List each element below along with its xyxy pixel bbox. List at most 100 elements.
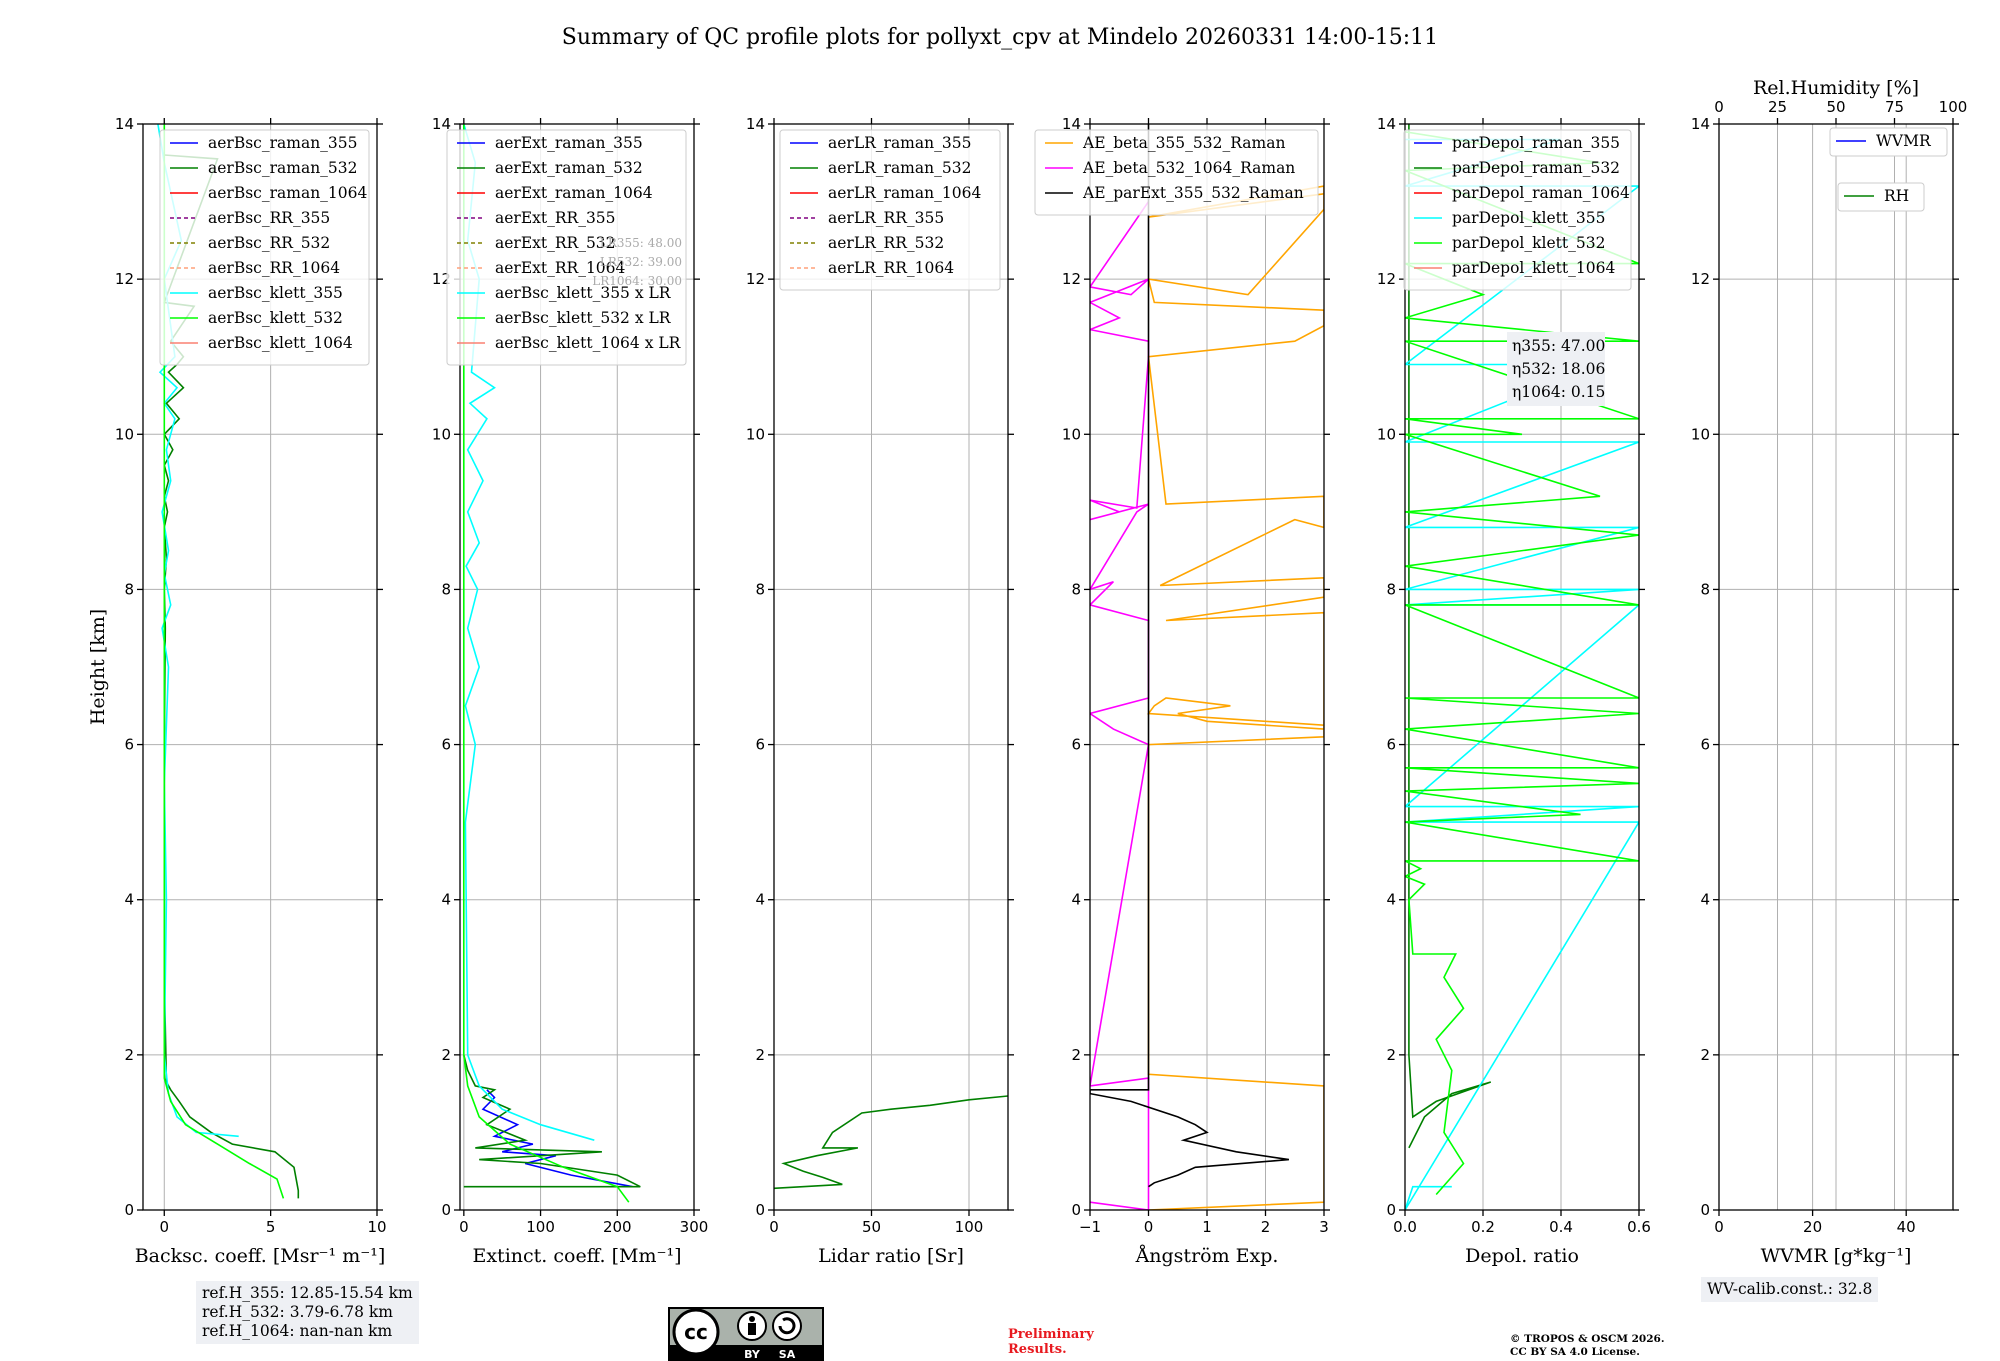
ytick-label: 8 <box>1071 580 1081 598</box>
ytick-label: 2 <box>441 1046 451 1064</box>
ytick-label: 6 <box>1386 736 1396 754</box>
wv-calib-box: WV-calib.const.: 32.8 <box>1701 1277 1879 1302</box>
ytick-label: 6 <box>1700 736 1710 754</box>
xtick-label: 40 <box>1897 1218 1916 1236</box>
ytick-label: 14 <box>746 115 765 133</box>
series-aerBsc_klett_532 <box>163 124 285 1199</box>
ytick-label: 10 <box>432 425 451 443</box>
legend-label: aerBsc_klett_1064 <box>208 334 353 352</box>
legend-label: parDepol_klett_1064 <box>1452 259 1615 277</box>
legend-label: WVMR <box>1876 132 1932 150</box>
legend-label: aerLR_raman_532 <box>828 159 971 177</box>
xtick-label: 0 <box>769 1218 779 1236</box>
ytick-label: 2 <box>124 1046 134 1064</box>
legend-label: RH <box>1884 187 1909 205</box>
ytick-label: 14 <box>1691 115 1710 133</box>
x-axis-label: WVMR [g*kg⁻¹] <box>1761 1245 1912 1267</box>
xtick-label: 20 <box>1803 1218 1822 1236</box>
ytick-label: 4 <box>755 891 765 909</box>
y-axis-label: Height [km] <box>87 609 109 725</box>
ytick-label: 8 <box>1700 580 1710 598</box>
legend-frame <box>1034 129 1319 216</box>
legend-label: aerLR_RR_532 <box>828 234 944 252</box>
legend-label: aerExt_RR_1064 <box>495 259 626 277</box>
x2tick-label: 50 <box>1826 98 1845 116</box>
ytick-label: 10 <box>1691 425 1710 443</box>
legend-label: parDepol_raman_1064 <box>1452 184 1630 202</box>
xtick-label: 0.2 <box>1471 1218 1495 1236</box>
ytick-label: 0 <box>441 1201 451 1219</box>
legend-label: aerBsc_raman_355 <box>208 134 358 152</box>
eta-value: η355: 47.00 <box>1512 337 1605 355</box>
xtick-label: 200 <box>603 1218 632 1236</box>
series-parDepol_raman_532 <box>1408 124 1492 1149</box>
xtick-label: 50 <box>862 1218 881 1236</box>
eta-value: η1064: 0.15 <box>1512 383 1605 401</box>
xtick-label: 0.6 <box>1627 1218 1651 1236</box>
x-axis-label: Depol. ratio <box>1465 1245 1579 1267</box>
axes-frame <box>1404 123 1640 1211</box>
legend-label: aerBsc_klett_355 x LR <box>495 284 672 302</box>
x2tick-label: 100 <box>1939 98 1968 116</box>
series-AE_beta_355_532_Raman <box>1146 185 1324 1210</box>
axes-frame <box>773 123 1009 1211</box>
series-parDepol_klett_355 <box>1405 138 1639 1210</box>
ytick-label: 4 <box>1700 891 1710 909</box>
panel-5: 0 2 4 6 8 10 12 14 0.0 0.2 0.4 0.6 Depol. ratio parDe… <box>1377 115 1651 1267</box>
x2tick-label: 25 <box>1768 98 1787 116</box>
ref-height-1064: ref.H_1064: nan-nan km <box>202 1322 393 1340</box>
legend: aerExt_raman_355 aerExt_raman_532 aerExt_r… <box>446 129 687 366</box>
xtick-label: 0.4 <box>1549 1218 1573 1236</box>
legend-label: aerBsc_klett_532 <box>208 309 343 327</box>
legend-label: aerBsc_klett_355 <box>208 284 343 302</box>
series-parDepol_klett_532 <box>1405 131 1639 1196</box>
legend-frame <box>159 129 370 366</box>
legend-label: aerBsc_klett_532 x LR <box>495 309 672 327</box>
legend-label: aerLR_raman_1064 <box>828 184 981 202</box>
ytick-label: 0 <box>1386 1201 1396 1219</box>
by-person-head <box>749 1316 755 1322</box>
legend-RH: RH <box>1837 182 1925 212</box>
cc-circle-icon <box>672 1308 720 1356</box>
ytick-label: 2 <box>1386 1046 1396 1064</box>
axes-frame <box>142 123 378 1211</box>
ytick-label: 14 <box>1062 115 1081 133</box>
x2tick-label: 75 <box>1885 98 1904 116</box>
x-axis-label: Extinct. coeff. [Mm⁻¹] <box>472 1245 681 1267</box>
ref-height-532: ref.H_532: 3.79-6.78 km <box>202 1303 393 1321</box>
series-aerLR_raman_532 <box>774 1095 1008 1190</box>
xtick-label: 0 <box>459 1218 469 1236</box>
ytick-label: 0 <box>124 1201 134 1219</box>
xtick-label: 100 <box>955 1218 984 1236</box>
x-axis-label: Backsc. coeff. [Msr⁻¹ m⁻¹] <box>135 1245 386 1267</box>
xtick-label: 1 <box>1202 1218 1212 1236</box>
eta-value: η532: 18.06 <box>1512 360 1605 378</box>
series-aerExt_raman_355 <box>481 1089 633 1188</box>
by-label: BY <box>744 1348 761 1361</box>
cc-by-sa-badge: cc BY SA <box>668 1307 824 1361</box>
xtick-label: 100 <box>526 1218 555 1236</box>
ytick-label: 4 <box>1071 891 1081 909</box>
xtick-label: 0 <box>1144 1218 1154 1236</box>
legend-label: aerLR_RR_1064 <box>828 259 954 277</box>
legend-label: parDepol_klett_355 <box>1452 209 1605 227</box>
legend-frame <box>446 129 687 366</box>
legend-label: aerBsc_raman_1064 <box>208 184 368 202</box>
sa-arrow-icon <box>778 1317 796 1335</box>
legend-label: aerLR_raman_355 <box>828 134 971 152</box>
ytick-label: 8 <box>124 580 134 598</box>
legend: aerLR_raman_355 aerLR_raman_532 aerLR_rama… <box>779 129 1001 291</box>
ytick-label: 0 <box>755 1201 765 1219</box>
legend-frame <box>1403 129 1632 291</box>
ytick-label: 6 <box>1071 736 1081 754</box>
figure-title: Summary of QC profile plots for pollyxt_… <box>562 25 1438 50</box>
legend: parDepol_raman_355 parDepol_raman_532 parD… <box>1403 129 1632 291</box>
ytick-label: 4 <box>124 891 134 909</box>
legend-label: aerExt_raman_355 <box>495 134 643 152</box>
legend: AE_beta_355_532_Raman AE_beta_532_1064_Ra… <box>1034 129 1319 216</box>
ytick-label: 6 <box>441 736 451 754</box>
legend-label: AE_beta_532_1064_Raman <box>1082 159 1295 177</box>
sa-share-icon <box>772 1311 802 1341</box>
preliminary-note: Preliminary Results. <box>1008 1327 1094 1357</box>
legend-frame <box>779 129 1001 291</box>
